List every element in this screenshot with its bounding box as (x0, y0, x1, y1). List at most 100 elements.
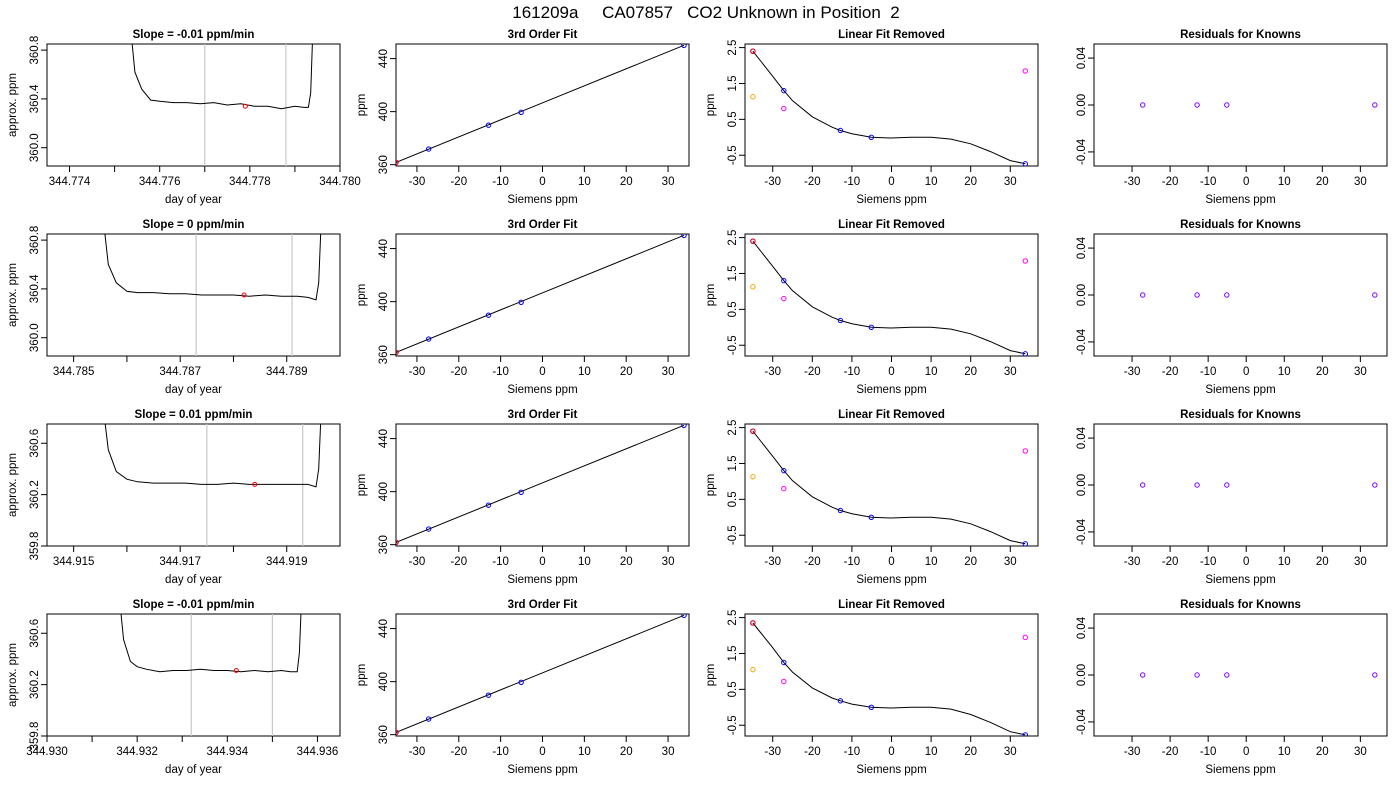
known-point (485, 122, 492, 128)
known-point (868, 324, 875, 330)
y-tick-label: 0.04 (1076, 426, 1088, 449)
panel-residuals-row-2: Residuals for Knowns -30 -20 -10 0 10 20 30 Siem… (1076, 219, 1388, 396)
x-tick-label: -10 (844, 176, 861, 188)
panel-linear-removed-row-1: Linear Fit Removed -30 -20 -10 0 10 20 30 Siemen… (705, 29, 1039, 206)
x-tick-label: -30 (764, 746, 781, 758)
x-axis-label: Siemens ppm (856, 574, 926, 586)
x-tick-label: -30 (764, 556, 781, 568)
y-tick-label: 400 (378, 102, 390, 121)
x-tick-label: -10 (844, 746, 861, 758)
panel-title: Residuals for Knowns (1180, 599, 1301, 611)
x-tick-label: 30 (1354, 746, 1367, 758)
plot-area (1140, 102, 1378, 108)
residual-point (1372, 292, 1378, 298)
y-tick-label: -0.5 (727, 715, 739, 735)
y-tick-label: 440 (378, 239, 390, 258)
y-tick-label: 360.6 (29, 619, 41, 648)
x-tick-label: 0 (1243, 746, 1249, 758)
x-tick-label: 0 (1243, 176, 1249, 188)
known-point (485, 502, 492, 508)
unknown-point (750, 48, 756, 54)
x-tick-label: 10 (925, 176, 938, 188)
plot-frame (46, 233, 341, 357)
panel-title: Residuals for Knowns (1180, 219, 1301, 231)
x-tick-label: 0 (539, 746, 545, 758)
x-tick-label: 30 (1354, 176, 1367, 188)
y-tick-label: -0.04 (1076, 708, 1088, 735)
y-tick-label: 400 (378, 482, 390, 501)
x-tick-label: -20 (804, 556, 821, 568)
magenta-point (1022, 448, 1029, 454)
unknown-point (396, 539, 399, 546)
y-tick-label: 0.04 (1076, 236, 1088, 259)
y-tick-label: 360 (378, 345, 390, 364)
x-axis-label: Siemens ppm (1205, 764, 1275, 776)
magenta-point (781, 678, 787, 685)
fit-line (396, 614, 685, 733)
known-point (518, 489, 524, 495)
y-axis-label: ppm (705, 474, 717, 496)
unknown-point (396, 349, 399, 356)
plot-frame (46, 613, 341, 737)
known-point (837, 698, 844, 704)
x-tick-label: 344.919 (266, 556, 308, 568)
known-point (868, 704, 875, 710)
x-axis-label: Siemens ppm (1205, 574, 1275, 586)
fit-line (396, 234, 685, 353)
x-tick-label: 0 (1243, 556, 1249, 568)
x-tick-label: -30 (409, 556, 426, 568)
mean-marker-point (233, 668, 239, 674)
panel-title: Linear Fit Removed (838, 409, 945, 421)
plot-area (396, 424, 687, 546)
y-axis-label: approx. ppm (7, 73, 19, 137)
plot-area (1140, 672, 1378, 678)
x-tick-label: 0 (539, 556, 545, 568)
ppm-trace-line (131, 44, 313, 110)
plot-frame (46, 423, 341, 547)
x-tick-label: -20 (1162, 556, 1179, 568)
y-tick-label: 359.8 (29, 722, 41, 751)
x-tick-label: -30 (1124, 176, 1141, 188)
x-tick-label: -30 (409, 176, 426, 188)
plot-area (1140, 482, 1378, 488)
residual-point (1140, 482, 1146, 488)
y-tick-label: 400 (378, 672, 390, 691)
plot-area (750, 238, 1029, 356)
known-point (425, 336, 432, 342)
known-point (837, 317, 844, 324)
x-axis-label: Siemens ppm (856, 764, 926, 776)
y-tick-label: -0.04 (1076, 328, 1088, 355)
cubic-fit-curve (752, 622, 1026, 736)
x-tick-label: 10 (1278, 746, 1291, 758)
magenta-point (781, 485, 787, 492)
x-tick-label: 344.776 (139, 176, 181, 188)
fit-line (396, 44, 685, 163)
y-tick-label: 360.2 (29, 670, 41, 699)
x-axis-label: Siemens ppm (856, 384, 926, 396)
y-tick-label: 0.00 (1076, 664, 1088, 686)
y-tick-label: 0.00 (1076, 284, 1088, 306)
x-tick-label: 20 (1316, 556, 1329, 568)
panel-title: 3rd Order Fit (508, 409, 578, 421)
y-tick-label: 1.5 (727, 645, 739, 661)
known-point (1022, 732, 1029, 736)
x-tick-label: 10 (1278, 176, 1291, 188)
y-tick-label: 0.04 (1076, 46, 1088, 69)
known-point (837, 127, 844, 134)
panel-residuals-row-1: Residuals for Knowns -30 -20 -10 0 10 20 30 Siem… (1076, 29, 1388, 206)
magenta-point (781, 295, 787, 302)
y-tick-label: 0.5 (727, 681, 739, 697)
y-tick-label: 0.00 (1076, 474, 1088, 496)
x-tick-label: -10 (1200, 176, 1217, 188)
y-tick-label: -0.04 (1076, 138, 1088, 165)
panel-title: 3rd Order Fit (508, 29, 578, 41)
x-tick-label: 344.778 (229, 176, 271, 188)
y-tick-label: 0.5 (727, 111, 739, 127)
unknown-point (750, 238, 756, 244)
x-tick-label: 10 (925, 556, 938, 568)
plot-area (104, 234, 322, 356)
y-tick-label: -0.5 (727, 145, 739, 165)
x-tick-label: 0 (1243, 366, 1249, 378)
